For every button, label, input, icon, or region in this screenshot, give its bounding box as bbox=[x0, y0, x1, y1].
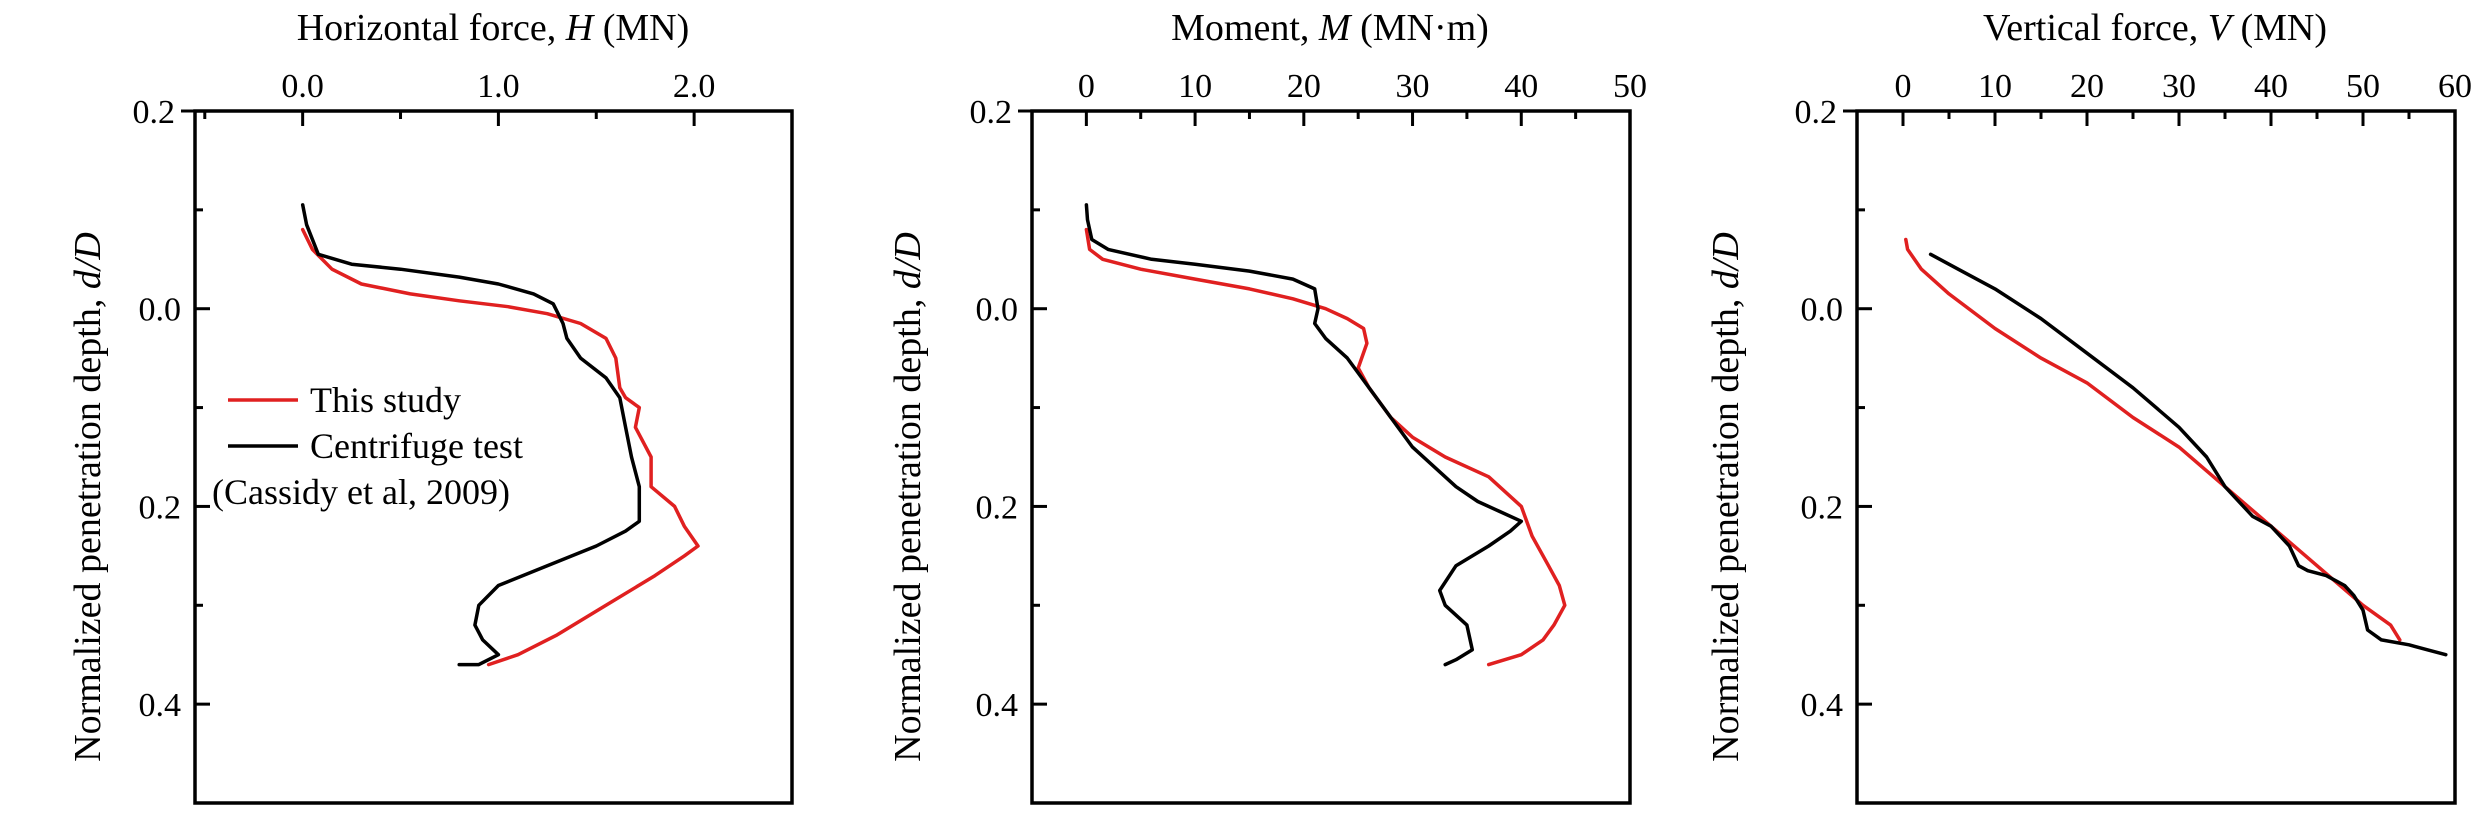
y-tick-label: 0.2 bbox=[976, 489, 1019, 526]
series-line-this-study bbox=[300, 227, 700, 667]
x-tick-label: 40 bbox=[1504, 68, 1538, 105]
plot-frame bbox=[193, 109, 794, 805]
y-axis-title: Normalized penetration depth, d/D bbox=[67, 232, 109, 762]
plot-frame bbox=[1855, 109, 2457, 805]
y-tick-label: 0.2 bbox=[1801, 489, 1844, 526]
y-axis-title: Normalized penetration depth, d/D bbox=[1705, 232, 1747, 762]
y-tick-label: 0.4 bbox=[1801, 687, 1844, 724]
x-tick-label: 0 bbox=[1895, 68, 1912, 105]
series-line-centrifuge-test bbox=[1084, 203, 1524, 667]
moment-panel: 0 10 20 30 40 50 0.2 0.0 0.2 0.4 Moment, M (MN·m) N… bbox=[887, 7, 1647, 805]
x-tick-label: 40 bbox=[2254, 68, 2288, 105]
x-tick-label: 60 bbox=[2438, 68, 2472, 105]
y-tick-label: 0.4 bbox=[139, 687, 182, 724]
x-tick-label: 0.0 bbox=[281, 68, 324, 105]
x-tick-label: 10 bbox=[1178, 68, 1212, 105]
x-tick-label: 1.0 bbox=[477, 68, 520, 105]
x-tick-label: 50 bbox=[2346, 68, 2380, 105]
y-tick-label: 0.2 bbox=[970, 94, 1013, 131]
y-tick-label: 0.2 bbox=[1795, 94, 1838, 131]
x-tick-label: 20 bbox=[2070, 68, 2104, 105]
vertical-force-panel: 0 10 20 30 40 50 60 0.2 0.0 0.2 0.4 Vertical force,… bbox=[1705, 7, 2472, 805]
series-line-this-study bbox=[1084, 227, 1567, 667]
legend-label-centrifuge-test: Centrifuge test bbox=[310, 426, 523, 466]
y-tick-label: 0.0 bbox=[1801, 292, 1844, 329]
y-tick-label: 0.4 bbox=[976, 687, 1019, 724]
y-tick-label: 0.2 bbox=[133, 94, 176, 131]
x-axis-title: Moment, M (MN·m) bbox=[1171, 7, 1489, 49]
series-line-this-study bbox=[1904, 237, 2402, 642]
x-tick-label: 10 bbox=[1978, 68, 2012, 105]
y-axis-title: Normalized penetration depth, d/D bbox=[887, 232, 929, 762]
x-axis-title: Vertical force, V (MN) bbox=[1983, 7, 2327, 49]
series-line-centrifuge-test bbox=[1928, 252, 2448, 657]
legend-label-citation: (Cassidy et al, 2009) bbox=[212, 472, 510, 512]
plot-frame bbox=[1030, 109, 1632, 805]
y-tick-label: 0.2 bbox=[139, 489, 182, 526]
x-axis-title: Horizontal force, H (MN) bbox=[297, 7, 690, 49]
x-tick-label: 2.0 bbox=[673, 68, 716, 105]
x-tick-label: 0 bbox=[1078, 68, 1095, 105]
x-tick-label: 20 bbox=[1287, 68, 1321, 105]
x-tick-label: 30 bbox=[1396, 68, 1430, 105]
legend-label-this-study: This study bbox=[310, 380, 461, 420]
series-line-centrifuge-test bbox=[300, 203, 642, 667]
horizontal-force-panel: 0.0 1.0 2.0 0.2 0.0 0.2 0.4 Horizontal force, H… bbox=[67, 7, 794, 805]
y-tick-label: 0.0 bbox=[139, 292, 182, 329]
x-tick-label: 50 bbox=[1613, 68, 1647, 105]
y-tick-label: 0.0 bbox=[976, 292, 1019, 329]
x-tick-label: 30 bbox=[2162, 68, 2196, 105]
